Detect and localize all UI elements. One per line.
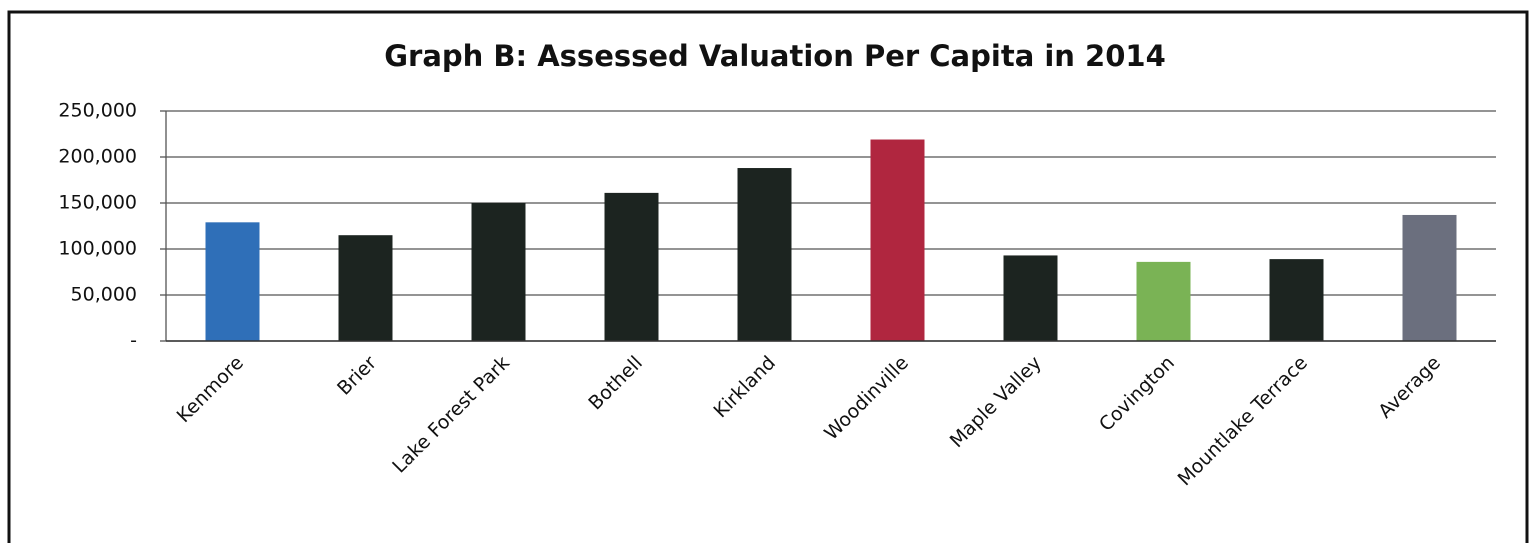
bar xyxy=(1269,259,1324,341)
x-tick-label: Lake Forest Park xyxy=(388,352,514,478)
x-tick-label: Brier xyxy=(333,352,381,400)
y-tick-label: 200,000 xyxy=(58,146,137,168)
bar xyxy=(205,222,260,341)
x-tick-label: Mountlake Terrace xyxy=(1174,352,1312,490)
x-tick-label: Woodinville xyxy=(820,352,913,445)
y-tick-label: 50,000 xyxy=(71,284,137,306)
bar xyxy=(338,235,393,341)
y-tick-label: 100,000 xyxy=(58,238,137,260)
bar xyxy=(604,192,659,341)
frame xyxy=(7,10,1529,543)
chart-title: Graph B: Assessed Valuation Per Capita i… xyxy=(384,39,1166,73)
bar xyxy=(870,139,925,341)
x-tick-label: Average xyxy=(1374,352,1445,423)
bar xyxy=(1402,214,1457,341)
bar xyxy=(471,203,526,341)
x-tick-label: Bothell xyxy=(584,352,647,415)
x-tick-label: Kenmore xyxy=(173,352,248,427)
bar xyxy=(1136,261,1191,341)
x-tick-label: Maple Valley xyxy=(946,352,1046,452)
y-tick-label: 150,000 xyxy=(58,192,137,214)
bar xyxy=(1003,255,1058,341)
x-tick-label: Covington xyxy=(1095,352,1179,436)
y-tick-label: - xyxy=(130,330,137,352)
x-tick-label: Kirkland xyxy=(710,352,780,422)
y-tick-label: 250,000 xyxy=(58,100,137,122)
bar xyxy=(737,168,792,341)
